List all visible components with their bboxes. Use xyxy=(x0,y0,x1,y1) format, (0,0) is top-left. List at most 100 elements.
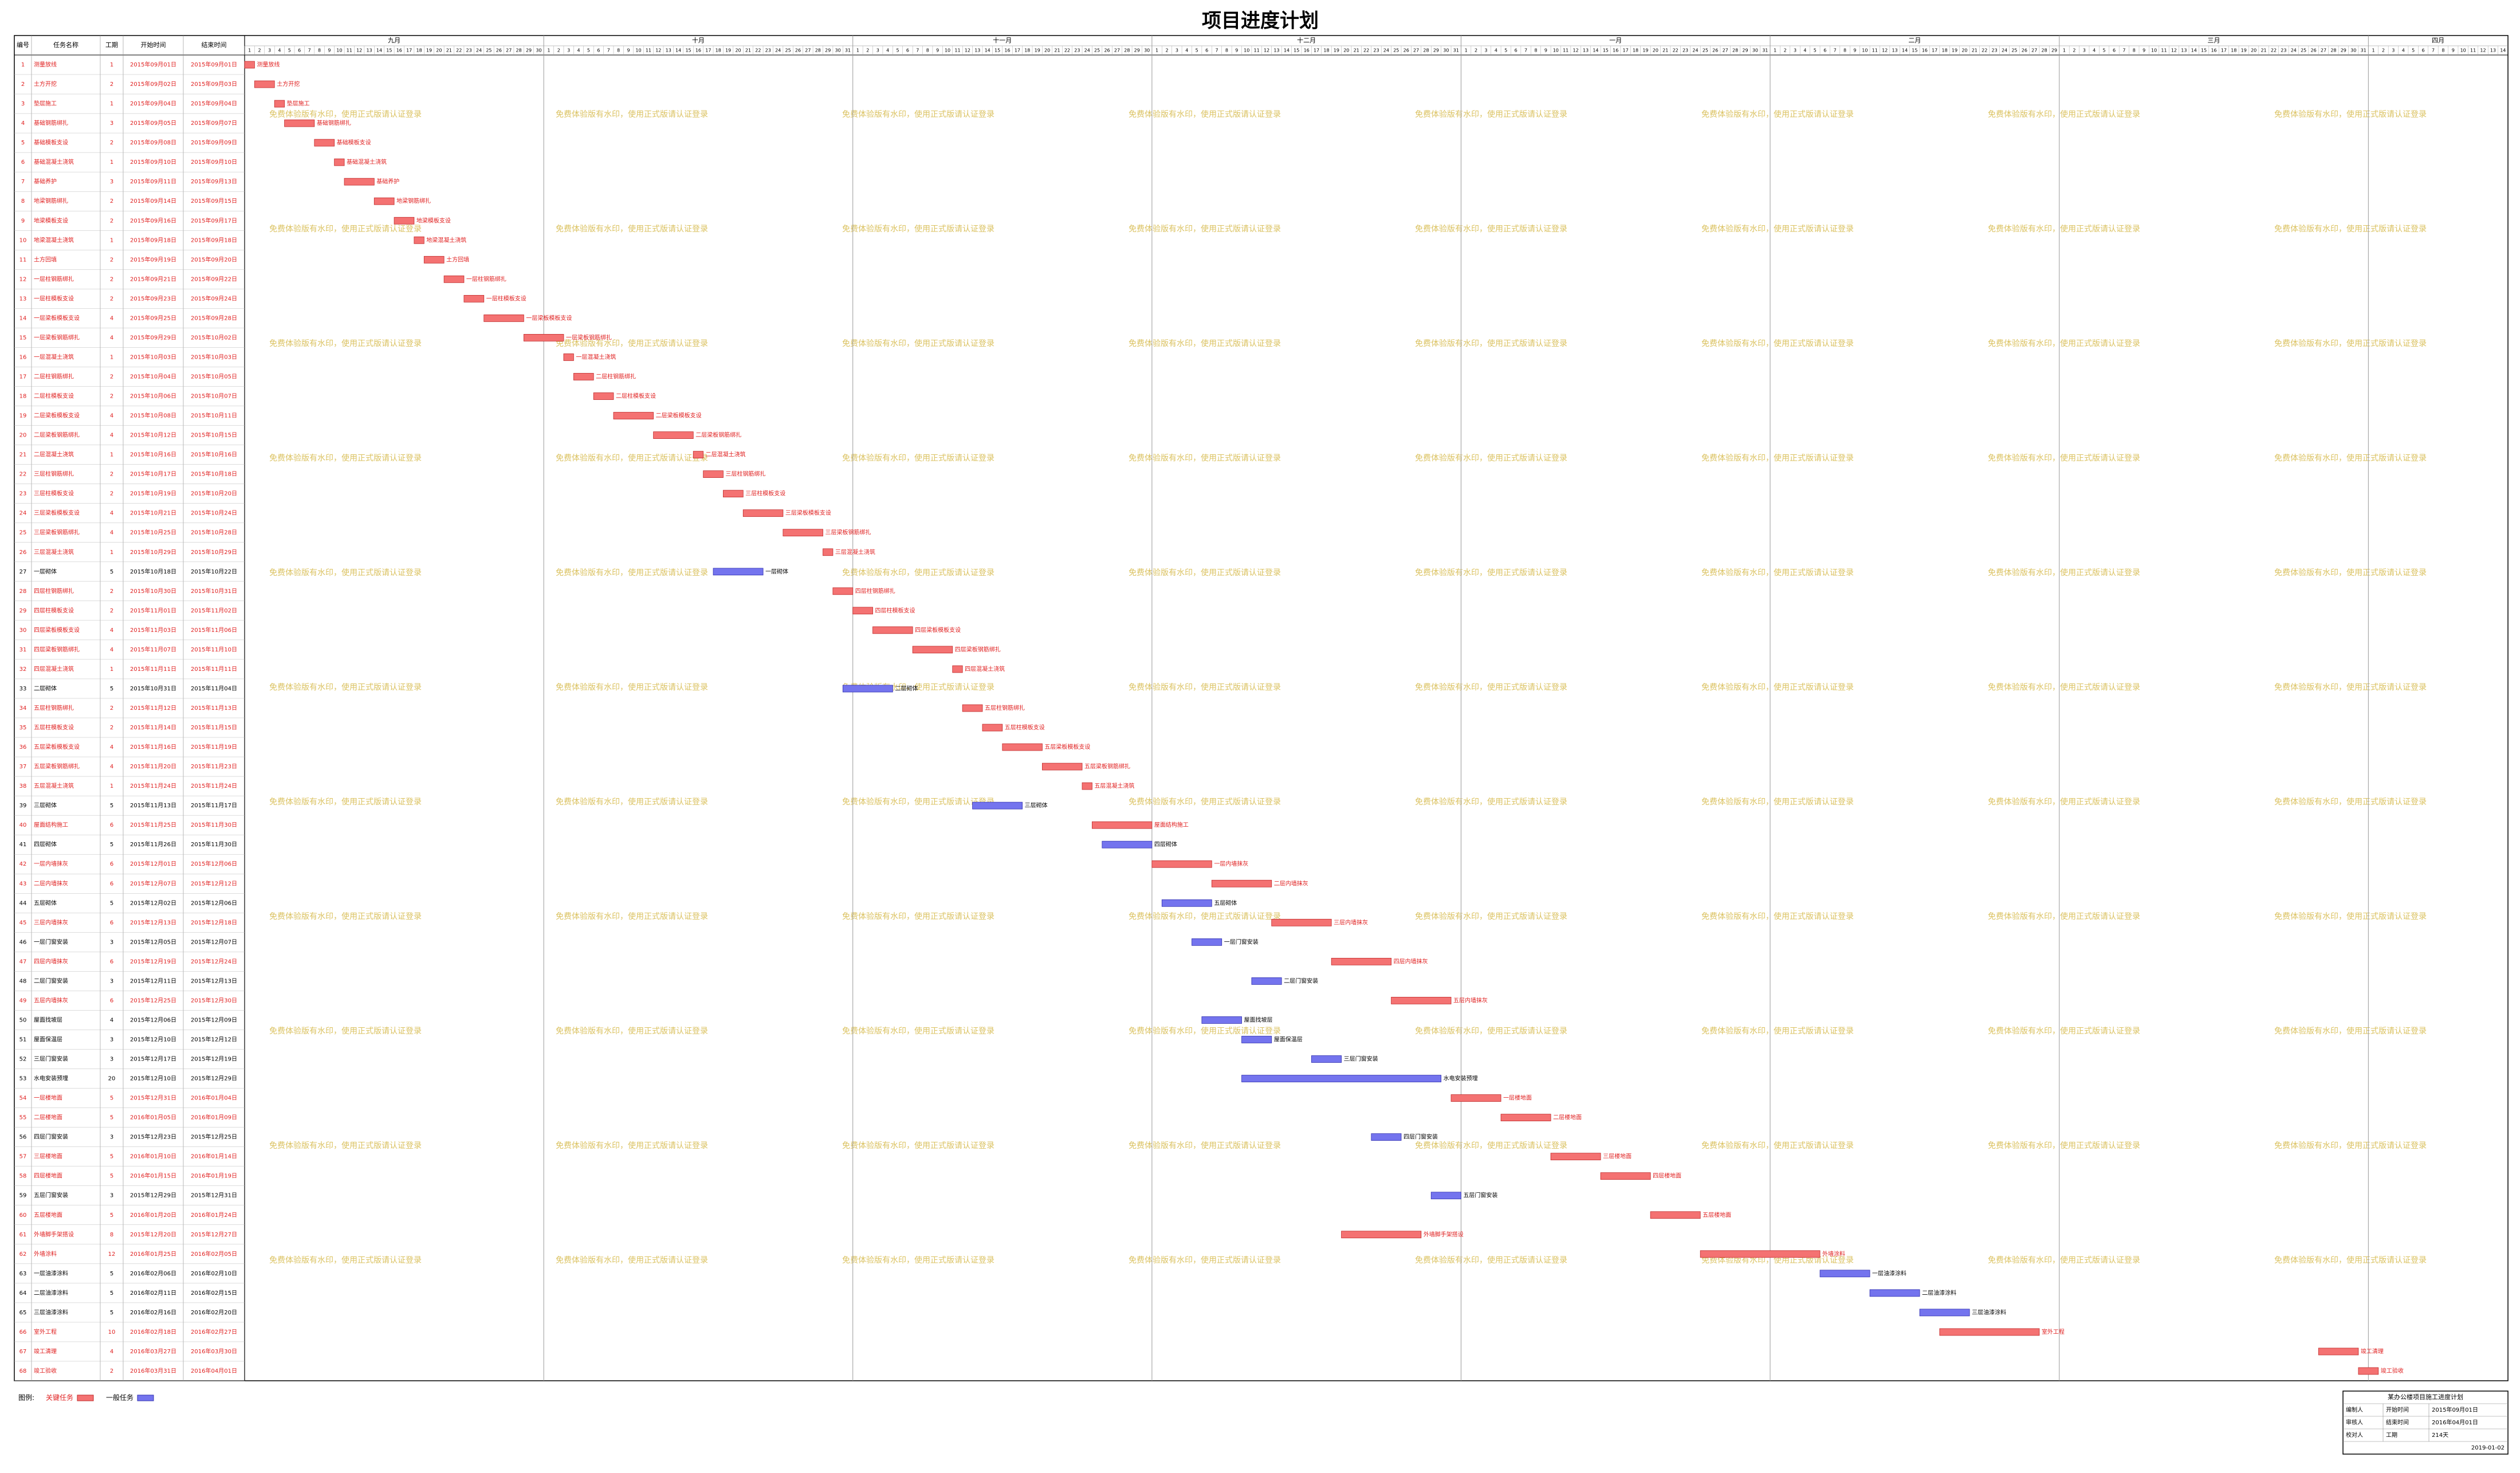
day-label: 22 xyxy=(755,48,761,53)
table-cell: 水电安装预埋 xyxy=(34,1075,68,1082)
day-label: 28 xyxy=(1423,48,1429,53)
day-label: 23 xyxy=(466,48,472,53)
watermark: 免费体验版有水印，使用正式版请认证登录 xyxy=(2274,1255,2427,1265)
task-bar-label: 基础模板支设 xyxy=(337,139,371,146)
day-label: 30 xyxy=(1752,48,1758,53)
day-label: 20 xyxy=(735,48,741,53)
task-bar xyxy=(2358,1367,2379,1375)
day-label: 22 xyxy=(1363,48,1369,53)
day-label: 31 xyxy=(845,48,851,53)
day-label: 15 xyxy=(685,48,691,53)
table-cell: 2015年09月13日 xyxy=(191,178,237,185)
watermark: 免费体验版有水印，使用正式版请认证登录 xyxy=(269,109,422,119)
table-cell: 2015年12月13日 xyxy=(191,977,237,984)
day-label: 17 xyxy=(2221,48,2227,53)
table-cell: 5 xyxy=(110,569,113,575)
table-cell: 2016年01月10日 xyxy=(130,1153,176,1160)
table-cell: 1 xyxy=(21,62,25,68)
table-cell: 2 xyxy=(110,472,113,478)
task-bar xyxy=(1450,1094,1501,1102)
task-bar-label: 水电安装预埋 xyxy=(1444,1075,1478,1082)
task-bar xyxy=(1869,1289,1920,1297)
day-label: 2 xyxy=(1475,48,1477,53)
table-cell: 2015年12月30日 xyxy=(191,996,237,1004)
task-bar xyxy=(1650,1211,1701,1219)
table-cell: 2015年09月10日 xyxy=(130,158,176,166)
watermark: 免费体验版有水印，使用正式版请认证登录 xyxy=(1988,1255,2140,1265)
info-cell: 工期 xyxy=(2386,1432,2397,1439)
day-label: 17 xyxy=(705,48,711,53)
task-bar-label: 五层柱钢筋绑扎 xyxy=(985,704,1025,712)
day-label: 24 xyxy=(775,48,781,53)
day-label: 5 xyxy=(1196,48,1198,53)
watermark: 免费体验版有水印，使用正式版请认证登录 xyxy=(1701,224,1854,234)
table-cell: 2016年01月15日 xyxy=(130,1172,176,1180)
table-cell: 48 xyxy=(19,978,27,984)
task-bar-label: 二层油漆涂料 xyxy=(1922,1289,1956,1297)
day-label: 3 xyxy=(1176,48,1178,53)
watermark: 免费体验版有水印，使用正式版请认证登录 xyxy=(1129,1141,1281,1150)
table-cell: 2015年10月25日 xyxy=(130,529,176,536)
table-cell: 2015年09月02日 xyxy=(130,80,176,88)
table-cell: 2015年10月15日 xyxy=(191,431,237,439)
table-cell: 一层柱模板支设 xyxy=(34,294,74,302)
day-label: 6 xyxy=(2422,48,2425,53)
table-cell: 2016年04月01日 xyxy=(191,1367,237,1374)
watermark: 免费体验版有水印，使用正式版请认证登录 xyxy=(269,797,422,807)
day-label: 8 xyxy=(1225,48,1228,53)
task-bar xyxy=(244,61,255,69)
day-label: 26 xyxy=(1104,48,1110,53)
task-bar-label: 三层梁板模板支设 xyxy=(785,509,831,517)
table-cell: 二层砌体 xyxy=(34,685,57,692)
table-cell: 49 xyxy=(19,997,27,1004)
day-label: 22 xyxy=(1064,48,1070,53)
watermark: 免费体验版有水印，使用正式版请认证登录 xyxy=(1129,339,1281,348)
table-cell: 竣工清理 xyxy=(34,1348,57,1355)
task-bar xyxy=(982,724,1003,732)
task-bar xyxy=(423,256,445,264)
task-bar xyxy=(832,587,854,595)
day-label: 26 xyxy=(2311,48,2317,53)
watermark: 免费体验版有水印，使用正式版请认证登录 xyxy=(269,682,422,692)
table-cell: 2015年11月10日 xyxy=(191,646,237,653)
day-label: 31 xyxy=(1453,48,1459,53)
table-cell: 室外工程 xyxy=(34,1328,57,1335)
table-cell: 6 xyxy=(110,881,113,887)
table-cell: 2015年10月30日 xyxy=(130,587,176,595)
watermark: 免费体验版有水印，使用正式版请认证登录 xyxy=(1415,797,1567,807)
day-label: 7 xyxy=(607,48,610,53)
watermark: 免费体验版有水印，使用正式版请认证登录 xyxy=(1129,682,1281,692)
month-label: 四月 xyxy=(2432,37,2444,44)
table-cell: 2015年11月15日 xyxy=(191,724,237,731)
task-bar xyxy=(463,294,485,303)
day-label: 30 xyxy=(835,48,841,53)
day-label: 28 xyxy=(1124,48,1130,53)
table-cell: 2015年10月16日 xyxy=(130,451,176,458)
task-bar-label: 五层砌体 xyxy=(1214,899,1237,906)
task-bar xyxy=(483,314,524,322)
day-label: 10 xyxy=(635,48,641,53)
table-cell: 2015年09月21日 xyxy=(130,275,176,282)
table-cell: 5 xyxy=(110,686,113,692)
day-label: 29 xyxy=(2341,48,2346,53)
table-cell: 4 xyxy=(21,120,25,127)
table-cell: 40 xyxy=(19,822,27,828)
day-label: 20 xyxy=(2251,48,2256,53)
day-label: 5 xyxy=(1504,48,1507,53)
table-cell: 一层梁板模板支设 xyxy=(34,314,80,321)
watermark: 免费体验版有水印，使用正式版请认证登录 xyxy=(1701,453,1854,463)
table-cell: 2015年12月17日 xyxy=(130,1055,176,1063)
watermark: 免费体验版有水印，使用正式版请认证登录 xyxy=(1415,339,1567,348)
table-cell: 32 xyxy=(19,666,27,673)
task-bar xyxy=(1092,821,1153,829)
day-label: 14 xyxy=(2191,48,2197,53)
day-label: 2 xyxy=(2073,48,2075,53)
table-cell: 4 xyxy=(110,744,113,751)
day-label: 12 xyxy=(1882,48,1888,53)
table-cell: 五层柱钢筋绑扎 xyxy=(34,704,74,712)
day-label: 26 xyxy=(496,48,502,53)
task-bar-label: 二层楼地面 xyxy=(1553,1114,1582,1121)
table-cell: 18 xyxy=(19,394,27,400)
